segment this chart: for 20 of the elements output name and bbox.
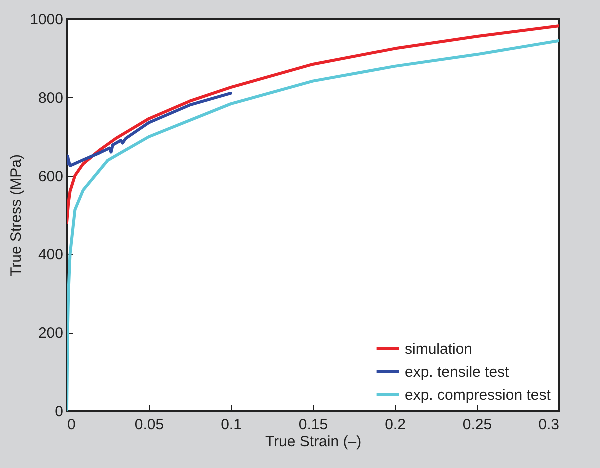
line-series [67, 24, 559, 224]
y-tick-label: 600 [38, 168, 64, 186]
x-tick-label: 0.3 [538, 416, 560, 434]
legend-label: simulation [405, 341, 473, 358]
x-tick-label: 0 [68, 416, 76, 434]
x-tick-label: 0.15 [298, 416, 328, 434]
y-tick-label: 1000 [30, 12, 64, 28]
y-tick-label: 200 [38, 325, 64, 342]
x-tick-label: 0.05 [134, 416, 164, 434]
y-tick-label: 400 [38, 246, 64, 264]
legend-label: exp. compression test [405, 387, 552, 404]
x-tick-label: 0.1 [221, 416, 242, 434]
x-axis-title: True Strain (–) [265, 434, 362, 450]
legend-label: exp. tensile test [405, 364, 510, 381]
y-tick-label: 0 [55, 404, 64, 420]
y-axis-title: True Stress (MPa) [8, 154, 26, 276]
line-series [67, 92, 232, 168]
x-tick-label: 0.25 [462, 416, 492, 434]
x-tick-label: 0.2 [385, 416, 406, 434]
y-tick-label: 800 [38, 90, 64, 107]
